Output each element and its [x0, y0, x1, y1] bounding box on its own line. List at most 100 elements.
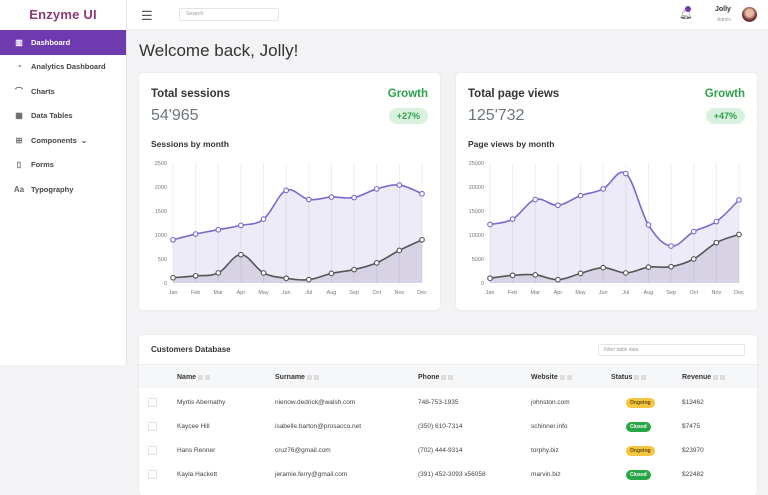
user-name[interactable]: Jolly [715, 6, 731, 13]
sidebar-item-label: Analytics Dashboard [31, 62, 106, 72]
customers-table-card: Customers Database Filter table data Nam… [139, 335, 757, 495]
sidebar-item-charts[interactable]: ⌒ Charts [0, 79, 126, 104]
data-point [713, 239, 720, 246]
series-area-0 [490, 172, 739, 283]
data-point [305, 276, 312, 283]
cell-surname: cruz76@gmail.com [275, 447, 331, 454]
column-header-status[interactable]: Status [611, 374, 647, 381]
sort-desc-icon[interactable] [720, 374, 726, 380]
table-title: Customers Database [151, 345, 231, 354]
topbar: ☰ Search 🔔︎ Jolly Admin [127, 0, 768, 30]
filter-input[interactable]: Filter table data [598, 344, 745, 356]
y-tick-label: 5000 [472, 257, 484, 263]
page-views-chart: Jan Feb Mar Apr May Jun Jul Aug Sep Oct Nov Dec 0 500… [469, 161, 744, 296]
row-checkbox[interactable] [148, 446, 157, 455]
y-tick-label: 500 [158, 257, 167, 263]
sidebar-item-forms[interactable]: ▯ Forms [0, 153, 126, 178]
notification-bell-icon[interactable]: 🔔︎ [679, 6, 693, 20]
sidebar-item-components[interactable]: ⊞ Components ⌄ [0, 128, 126, 153]
data-point [351, 266, 357, 273]
x-tick-label: Aug [644, 290, 654, 296]
column-header-name[interactable]: Name [177, 374, 211, 381]
x-tick-label: Jul [305, 290, 312, 296]
avatar[interactable] [742, 7, 757, 22]
sidebar-item-typography[interactable]: Aa Typography [0, 177, 126, 202]
row-checkbox[interactable] [148, 398, 157, 407]
column-header-surname[interactable]: Surname [275, 374, 319, 381]
status-badge: Closed [626, 470, 651, 480]
sort-asc-icon[interactable] [634, 374, 640, 380]
sidebar-item-label: Data Tables [31, 111, 73, 121]
data-point [736, 231, 742, 238]
data-point [690, 228, 697, 235]
sort-desc-icon[interactable] [641, 374, 647, 380]
data-point [215, 270, 222, 276]
y-tick-label: 0 [164, 281, 167, 287]
sort-asc-icon[interactable] [441, 374, 447, 380]
column-header-revenue[interactable]: Revenue [682, 374, 726, 381]
series-area-1 [173, 239, 422, 283]
row-checkbox[interactable] [148, 422, 157, 431]
user-role: Admin [717, 17, 732, 23]
data-point [328, 194, 335, 200]
x-tick-label: Nov [394, 290, 404, 296]
x-tick-label: Dec [734, 290, 744, 296]
data-point [690, 256, 697, 262]
table-row: Hans Renner cruz76@gmail.com (702) 444-931… [139, 439, 757, 463]
x-tick-label: May [258, 290, 269, 296]
typography-icon: Aa [13, 184, 25, 194]
table-row: Kayla Hackett jeramie.ferry@gmail.com (391… [139, 463, 757, 487]
column-label: Website [531, 374, 558, 381]
cell-surname: nienow.dedrick@walsh.com [275, 399, 356, 406]
sidebar-item-label: Components [31, 135, 77, 145]
table-row: Kaycee Hill isabelle.barton@prosacco.net (… [139, 415, 757, 439]
column-header-website[interactable]: Website [531, 374, 572, 381]
menu-toggle-icon[interactable]: ☰ [141, 8, 153, 23]
column-label: Surname [275, 374, 305, 381]
y-tick-label: 2500 [155, 161, 167, 167]
sort-asc-icon[interactable] [713, 374, 719, 380]
sessions-chart: Jan Feb Mar Apr May Jun Jul Aug Sep Oct Nov Dec 0 500… [155, 161, 427, 296]
cell-surname: isabelle.barton@prosacco.net [275, 423, 362, 430]
data-point [192, 272, 199, 279]
y-tick-label: 15000 [469, 209, 484, 215]
data-point [645, 222, 652, 228]
column-header-phone[interactable]: Phone [418, 374, 454, 381]
x-tick-label: May [575, 290, 586, 296]
sidebar-item-data-tables[interactable]: ▦ Data Tables [0, 104, 126, 129]
data-point [238, 222, 244, 229]
growth-badge: +47% [705, 108, 745, 124]
data-point [577, 192, 584, 199]
sort-asc-icon[interactable] [559, 374, 565, 380]
sort-desc-icon[interactable] [448, 374, 454, 380]
sort-asc-icon[interactable] [306, 374, 312, 380]
data-point [283, 275, 290, 282]
data-point [713, 218, 720, 225]
sort-desc-icon[interactable] [205, 374, 211, 380]
sort-desc-icon[interactable] [566, 374, 572, 380]
sort-asc-icon[interactable] [198, 374, 204, 380]
data-point [668, 263, 674, 270]
x-tick-label: Aug [327, 290, 337, 296]
search-input[interactable]: Search [179, 8, 279, 21]
cell-revenue: $7475 [682, 423, 701, 430]
x-tick-label: Mar [214, 290, 224, 296]
page-title: Welcome back, Jolly! [139, 41, 299, 60]
app-logo[interactable]: Enzyme UI [29, 7, 97, 22]
row-checkbox[interactable] [148, 470, 157, 479]
x-tick-label: Apr [554, 290, 563, 296]
growth-label: Growth [387, 88, 428, 100]
data-point [260, 216, 267, 223]
card-title: Total sessions [151, 88, 231, 100]
data-point [487, 221, 493, 228]
column-label: Name [177, 374, 197, 381]
sort-desc-icon[interactable] [313, 374, 319, 380]
x-tick-label: Apr [237, 290, 246, 296]
data-point [170, 274, 176, 281]
sidebar-item-dashboard[interactable]: ▥ Dashboard [0, 30, 126, 55]
chevron-down-icon: ⌄ [80, 135, 88, 145]
sidebar-item-analytics-dashboard[interactable]: ◔ Analytics Dashboard [0, 55, 126, 80]
cell-phone: (391) 452-3093 x56058 [418, 471, 486, 478]
x-tick-label: Jul [622, 290, 629, 296]
cell-website: johnston.com [531, 399, 570, 406]
